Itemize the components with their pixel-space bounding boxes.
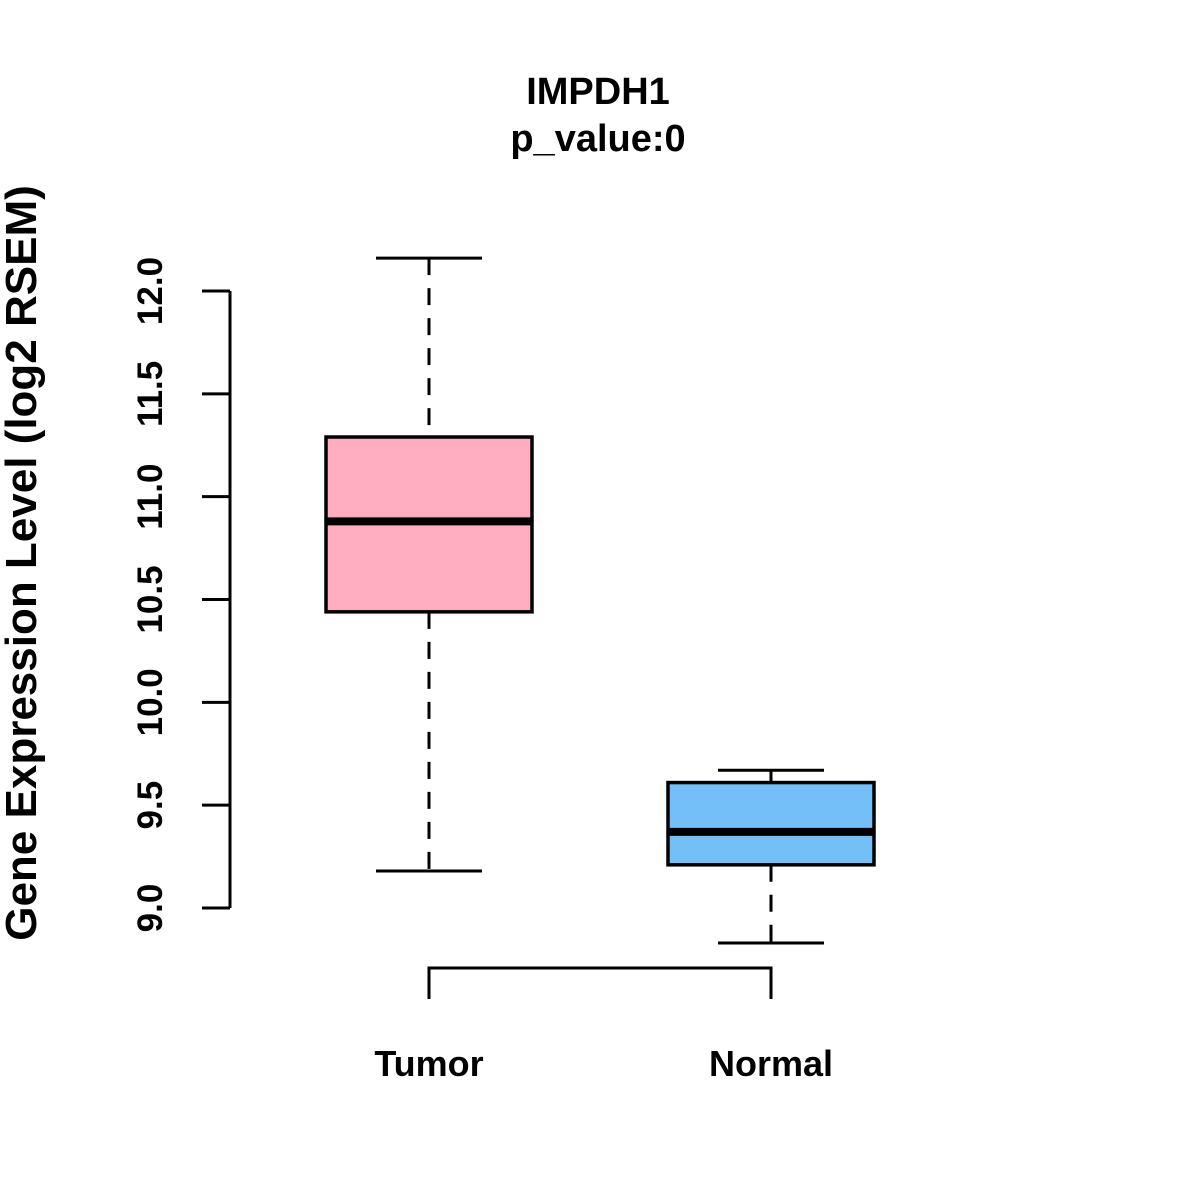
- y-axis-label: Gene Expression Level (log2 RSEM): [0, 185, 46, 941]
- x-label-normal: Normal: [709, 1043, 833, 1084]
- y-axis-tick-label: 11.5: [131, 361, 170, 427]
- plot-layer: 9.0 9.5 10.0 10.5 11.0 11.5 12.0 Tumor Normal: [131, 256, 876, 1084]
- box-normal: [666, 780, 876, 867]
- comparison-bracket: [427, 966, 773, 999]
- y-axis-tick-label: 10.5: [131, 565, 170, 633]
- y-axis-tick-label: 11.0: [131, 464, 170, 530]
- y-axis-tick-label: 9.5: [131, 781, 170, 830]
- y-axis-tick-label: 10.0: [131, 668, 170, 736]
- y-axis-tick-label: 9.0: [131, 884, 170, 933]
- chart-title: IMPDH1: [526, 71, 670, 113]
- chart-subtitle: p_value:0: [510, 118, 685, 160]
- x-label-tumor: Tumor: [374, 1043, 483, 1084]
- y-axis-tick-label: 12.0: [131, 257, 170, 325]
